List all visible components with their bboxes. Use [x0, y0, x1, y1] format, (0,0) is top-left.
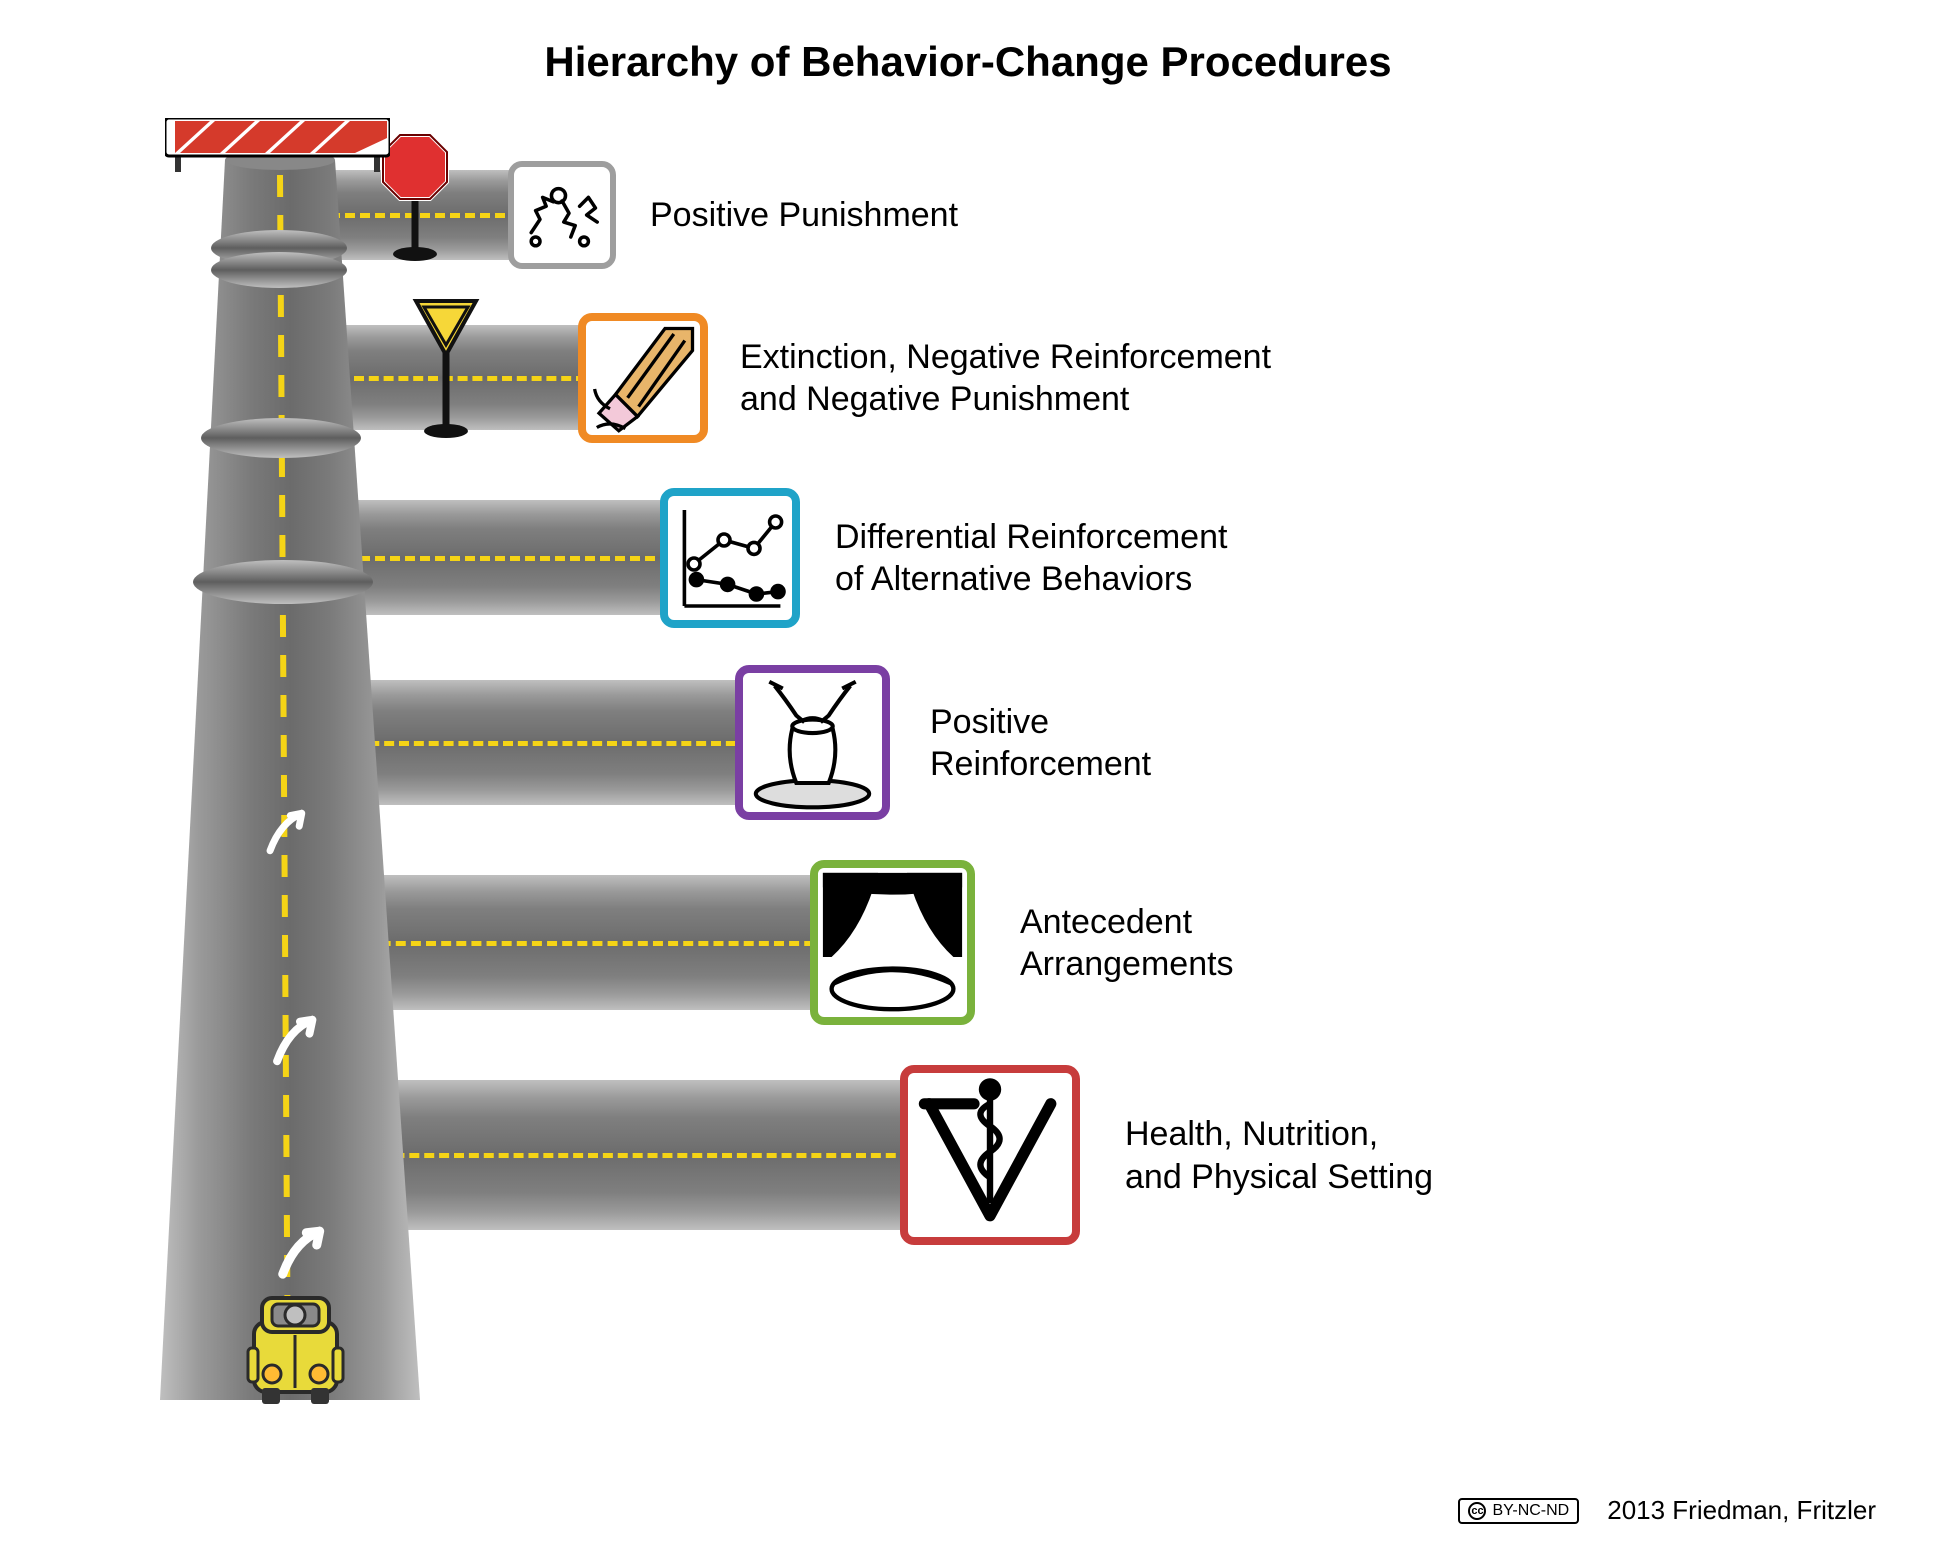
road-barrier-icon — [165, 118, 390, 178]
chart-icon — [660, 488, 800, 628]
cc-license-badge: cc BY-NC-ND — [1458, 1498, 1579, 1524]
eraser-icon — [578, 313, 708, 443]
tower-road — [130, 120, 430, 1400]
footer: cc BY-NC-ND 2013 Friedman, Fritzler — [1458, 1495, 1876, 1526]
broken-person-icon — [508, 161, 616, 269]
branch-label: Positive Reinforcement — [930, 701, 1151, 786]
branch-label: Antecedent Arrangements — [1020, 901, 1234, 986]
branch-label: Positive Punishment — [650, 194, 958, 237]
pottery-icon — [735, 665, 890, 820]
stage-icon — [810, 860, 975, 1025]
credit-text: 2013 Friedman, Fritzler — [1607, 1495, 1876, 1526]
car-icon — [238, 1290, 353, 1413]
tower-ring-3 — [193, 560, 373, 604]
page-title: Hierarchy of Behavior-Change Procedures — [0, 38, 1936, 86]
branch-label: Extinction, Negative Reinforcement and N… — [740, 336, 1271, 421]
hierarchy-diagram: Positive Punishment Extinction, Negative… — [130, 120, 1830, 1440]
vet-icon — [900, 1065, 1080, 1245]
tower-ring-2 — [201, 418, 361, 458]
cc-license-text: BY-NC-ND — [1492, 1502, 1569, 1520]
tower-ring-1 — [211, 230, 347, 288]
branch-label: Health, Nutrition, and Physical Setting — [1125, 1113, 1433, 1198]
branch-label: Differential Reinforcement of Alternativ… — [835, 516, 1227, 601]
